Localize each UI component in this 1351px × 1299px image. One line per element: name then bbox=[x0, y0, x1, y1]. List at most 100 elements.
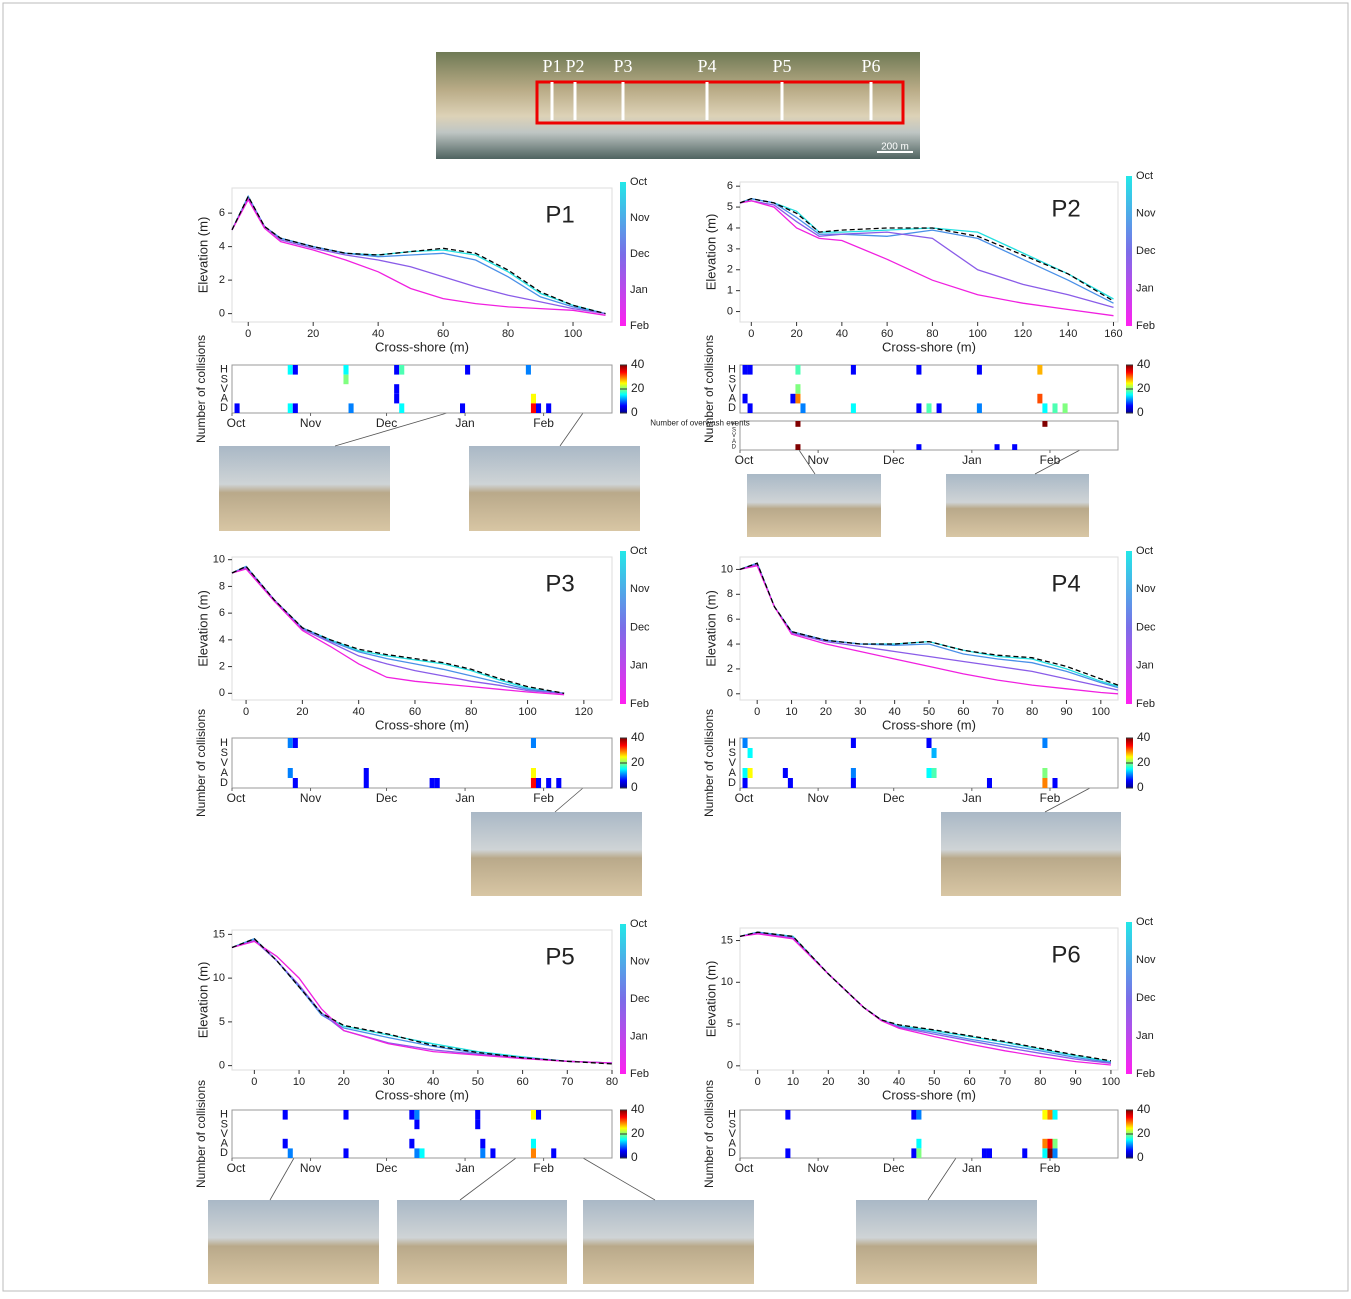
x-tick-label: 0 bbox=[245, 328, 251, 340]
y-axis-label: Number of collisions bbox=[702, 1080, 716, 1188]
heat-cell bbox=[1052, 1139, 1057, 1149]
y-tick-label: 0 bbox=[219, 308, 225, 320]
heat-cell bbox=[409, 1139, 414, 1149]
x-tick-label: Oct bbox=[227, 1161, 246, 1175]
x-tick-label: Feb bbox=[1040, 1161, 1061, 1175]
heat-cell bbox=[546, 778, 551, 788]
heat-cell bbox=[932, 768, 937, 778]
heat-cell bbox=[288, 365, 293, 375]
y-axis-label: Number of collisions bbox=[702, 709, 716, 817]
y-axis-label: Elevation (m) bbox=[703, 961, 718, 1038]
heat-cell bbox=[349, 403, 354, 413]
y-tick-label: 10 bbox=[721, 976, 733, 988]
x-tick-label: Nov bbox=[807, 791, 828, 805]
colorbar bbox=[620, 182, 626, 326]
x-tick-label: 30 bbox=[854, 706, 866, 718]
y-tick-label: 2 bbox=[727, 663, 733, 675]
panel-title: P6 bbox=[1051, 941, 1080, 968]
colorbar-label: 0 bbox=[631, 780, 638, 794]
x-axis-label: Cross-shore (m) bbox=[375, 1087, 469, 1102]
y-axis-label: Number of collisions bbox=[194, 335, 208, 443]
heat-cell bbox=[851, 738, 856, 748]
x-tick-label: 50 bbox=[928, 1076, 940, 1088]
colorbar-label: Nov bbox=[1136, 207, 1156, 219]
colorbar-label: Jan bbox=[630, 660, 648, 672]
figure: 200 m P1P2P3P4P5P60204060801000246Cross-… bbox=[0, 0, 1351, 1294]
x-tick-label: 10 bbox=[785, 706, 797, 718]
x-tick-label: 60 bbox=[516, 1076, 528, 1088]
heat-cell bbox=[475, 1120, 480, 1130]
x-tick-label: 20 bbox=[820, 706, 832, 718]
heat-cell bbox=[343, 1148, 348, 1158]
x-tick-label: 10 bbox=[787, 1076, 799, 1088]
colorbar-label: Jan bbox=[1136, 1030, 1154, 1042]
row-label: D bbox=[728, 402, 736, 414]
x-tick-label: 100 bbox=[564, 328, 582, 340]
heat-cell bbox=[911, 1148, 916, 1158]
y-axis-label: Elevation (m) bbox=[703, 214, 718, 291]
colorbar-label: Nov bbox=[630, 955, 650, 967]
y-axis-label: Elevation (m) bbox=[195, 217, 210, 294]
heat-cell bbox=[480, 1139, 485, 1149]
heat-cell bbox=[1042, 1148, 1047, 1158]
x-tick-label: 90 bbox=[1060, 706, 1072, 718]
x-tick-label: 0 bbox=[251, 1076, 257, 1088]
heat-cell bbox=[235, 403, 240, 413]
colorbar-label: 0 bbox=[1137, 1150, 1144, 1164]
heat-cell bbox=[1042, 1139, 1047, 1149]
heat-cell bbox=[1047, 1139, 1052, 1149]
colorbar bbox=[620, 551, 626, 704]
heat-cell bbox=[916, 1139, 921, 1149]
x-tick-label: 40 bbox=[353, 706, 365, 718]
heat-cell bbox=[465, 365, 470, 375]
panel-title: P4 bbox=[1051, 570, 1080, 597]
x-tick-label: 30 bbox=[858, 1076, 870, 1088]
aerial-image bbox=[436, 52, 920, 159]
heat-cell bbox=[748, 748, 753, 758]
panel-title: P5 bbox=[545, 943, 574, 970]
heat-cell bbox=[531, 738, 536, 748]
x-tick-label: 100 bbox=[968, 328, 986, 340]
heat-cell bbox=[293, 738, 298, 748]
row-label: D bbox=[728, 777, 736, 789]
heat-cell bbox=[1012, 444, 1017, 450]
x-tick-label: 160 bbox=[1104, 328, 1122, 340]
heat-cell bbox=[795, 444, 800, 450]
heat-cell bbox=[926, 738, 931, 748]
heat-cell bbox=[293, 403, 298, 413]
y-axis-label: Elevation (m) bbox=[195, 962, 210, 1039]
heat-cell bbox=[283, 1110, 288, 1120]
x-tick-label: 20 bbox=[338, 1076, 350, 1088]
colorbar-label: Nov bbox=[1136, 583, 1156, 595]
heat-cell bbox=[364, 768, 369, 778]
heat-cell bbox=[531, 778, 536, 788]
heat-cell bbox=[1022, 1148, 1027, 1158]
x-tick-label: Jan bbox=[962, 1161, 981, 1175]
colorbar-label: 0 bbox=[631, 1150, 638, 1164]
colorbar-label: 20 bbox=[1137, 1126, 1151, 1140]
heat-cell bbox=[1037, 365, 1042, 375]
y-tick-label: 5 bbox=[219, 1016, 225, 1028]
x-tick-label: Oct bbox=[735, 453, 754, 467]
x-tick-label: Dec bbox=[883, 1161, 904, 1175]
x-tick-label: 70 bbox=[992, 706, 1004, 718]
heat-cell bbox=[1037, 394, 1042, 404]
x-tick-label: 40 bbox=[372, 328, 384, 340]
colorbar bbox=[620, 924, 626, 1074]
heat-cell bbox=[795, 365, 800, 375]
x-tick-label: Dec bbox=[376, 416, 397, 430]
y-tick-label: 6 bbox=[219, 607, 225, 619]
y-axis-label: Number of overwash events bbox=[650, 419, 750, 428]
x-tick-label: Dec bbox=[883, 791, 904, 805]
heat-cell bbox=[1052, 403, 1057, 413]
x-axis-label: Cross-shore (m) bbox=[375, 717, 469, 732]
heat-cell bbox=[748, 403, 753, 413]
heat-cell bbox=[977, 365, 982, 375]
x-tick-label: Jan bbox=[962, 791, 981, 805]
heat-cell bbox=[430, 778, 435, 788]
heat-cell bbox=[414, 1120, 419, 1130]
panel-title: P2 bbox=[1051, 195, 1080, 222]
heat-cell bbox=[977, 403, 982, 413]
heat-cell bbox=[480, 1148, 485, 1158]
x-tick-label: 70 bbox=[561, 1076, 573, 1088]
